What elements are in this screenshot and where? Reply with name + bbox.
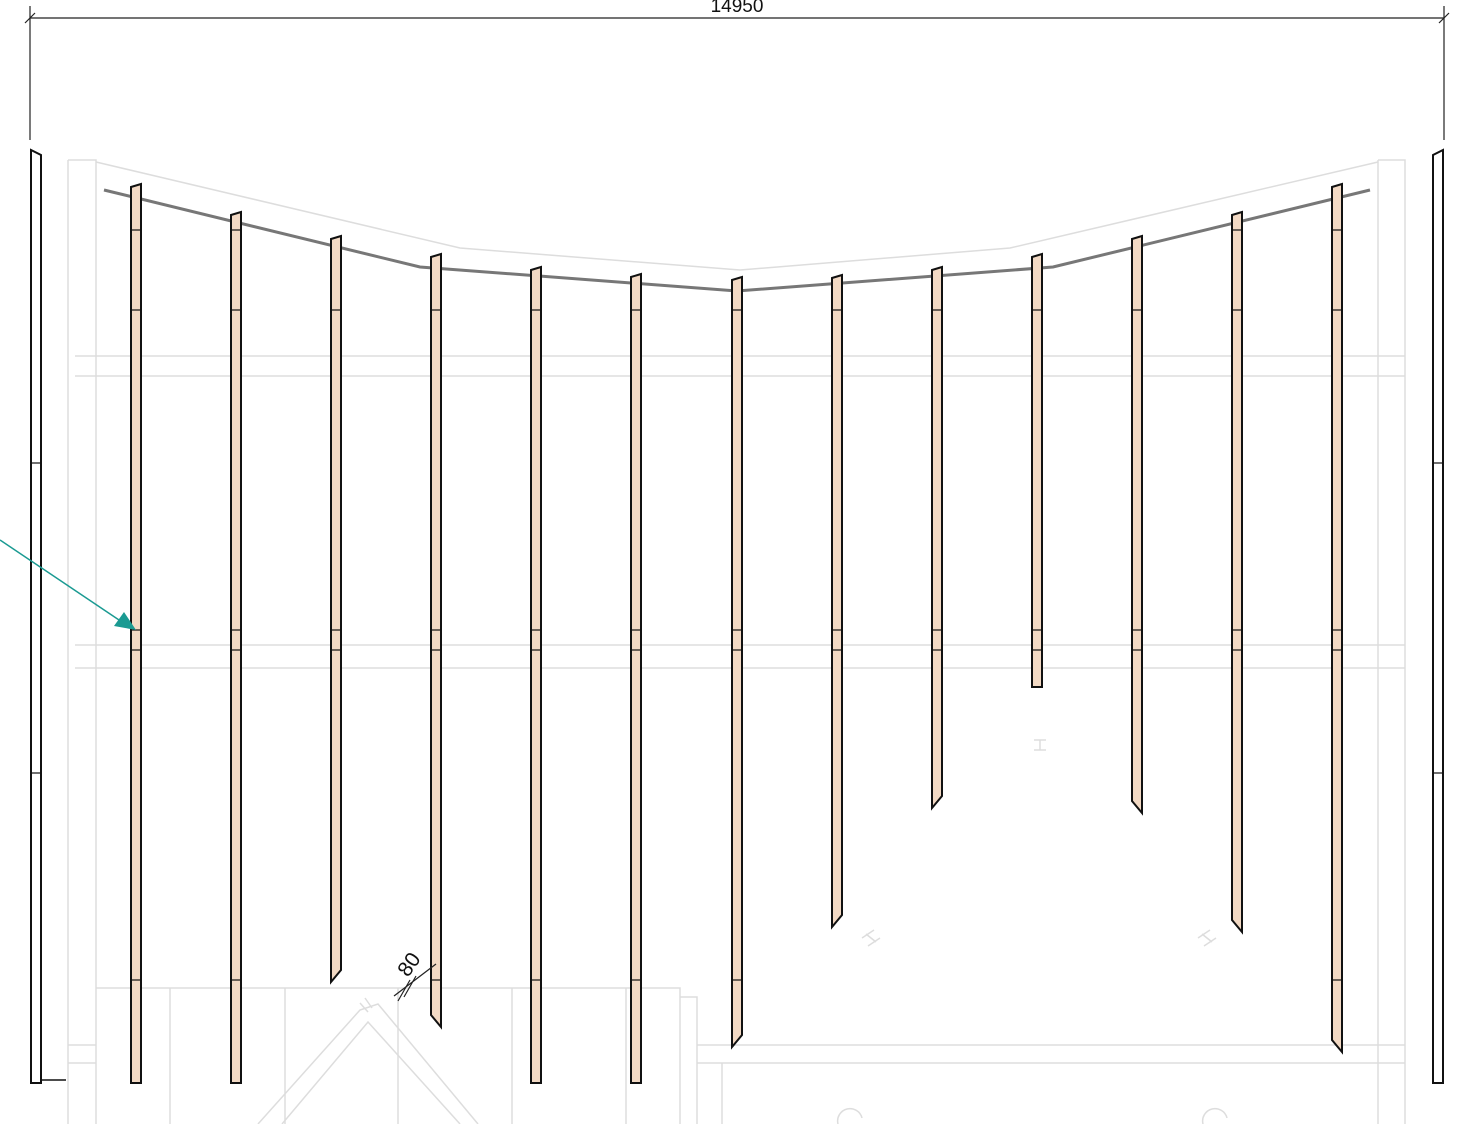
joist-5	[530, 265, 542, 1084]
joist-thickness-dimension	[393, 963, 437, 1002]
joist-13	[1331, 182, 1343, 1055]
teal-pointer-arrow-icon	[0, 539, 136, 630]
overall-dimension-line	[24, 6, 1450, 140]
joist-10	[1031, 252, 1043, 688]
joist-4	[430, 252, 442, 1030]
joist-3	[330, 234, 342, 985]
joist-11	[1131, 234, 1143, 816]
overall-dimension-label: 14950	[711, 0, 764, 17]
rafter-joists	[130, 182, 1343, 1084]
joist-8	[831, 273, 843, 930]
joist-12	[1231, 210, 1243, 935]
side-wall-posts	[30, 148, 1444, 1084]
joist-2	[230, 210, 242, 1084]
joist-9	[931, 265, 943, 811]
ridge-beam-line	[103, 188, 1371, 293]
joist-1	[130, 182, 142, 1084]
joist-6	[630, 272, 642, 1084]
joist-7	[731, 275, 743, 1050]
